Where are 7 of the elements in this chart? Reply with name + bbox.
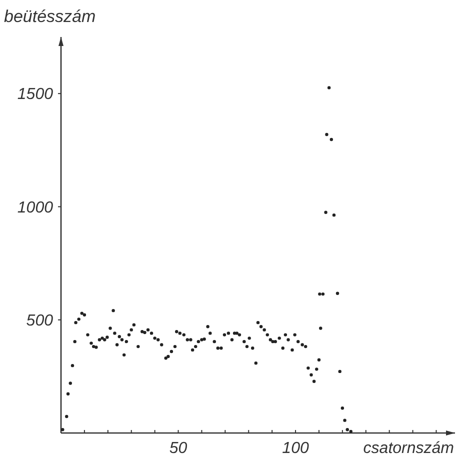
y-axis-title: beütésszám — [4, 7, 96, 26]
y-tick-label: 1000 — [17, 199, 54, 216]
y-tick-label: 500 — [26, 312, 54, 330]
x-tick-label: 50 — [169, 440, 188, 457]
x-tick-label: 100 — [282, 440, 309, 457]
x-axis-title: csatornszám — [363, 440, 454, 457]
y-tick-label: 1500 — [17, 86, 54, 104]
